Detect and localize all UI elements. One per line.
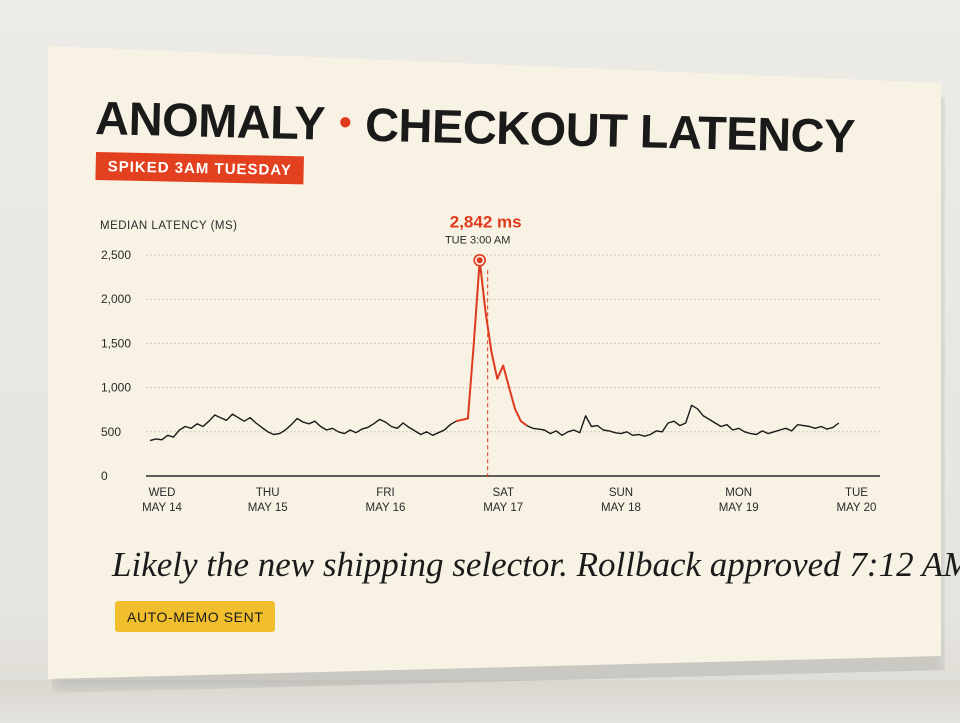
x-tick-day: WED bbox=[149, 487, 176, 499]
y-tick-label: 2,500 bbox=[101, 248, 131, 262]
y-axis-ticks: 0 500 1,000 1,500 2,000 2,500 bbox=[101, 248, 131, 483]
y-tick-label: 500 bbox=[101, 425, 121, 439]
spike-annotation: 2,842 ms TUE 3:00 AM bbox=[445, 212, 522, 477]
chart-series bbox=[149, 259, 840, 442]
y-tick-label: 0 bbox=[101, 469, 108, 483]
x-tick-date: MAY 17 bbox=[483, 502, 523, 514]
x-tick-day: SUN bbox=[609, 487, 633, 499]
x-tick-date: MAY 18 bbox=[601, 502, 641, 514]
memo-tag: AUTO-MEMO SENT bbox=[115, 601, 276, 632]
x-tick-day: THU bbox=[256, 487, 280, 499]
x-tick-day: TUE bbox=[845, 487, 868, 499]
series-line-2 bbox=[455, 259, 528, 427]
x-tick-day: MON bbox=[725, 487, 752, 499]
spike-value-label: 2,842 ms bbox=[450, 212, 522, 231]
x-tick-date: MAY 16 bbox=[366, 502, 406, 514]
x-tick-day: SAT bbox=[492, 487, 514, 499]
x-tick-date: MAY 15 bbox=[248, 502, 288, 514]
y-tick-label: 1,000 bbox=[101, 381, 131, 395]
y-tick-label: 2,000 bbox=[101, 292, 131, 306]
floor bbox=[0, 680, 960, 723]
x-axis-ticks: WED MAY 14 THU MAY 15 FRI MAY 16 SAT MAY 17 SUN M… bbox=[142, 487, 876, 514]
series-line-1 bbox=[149, 413, 457, 442]
x-tick-date: MAY 19 bbox=[719, 502, 759, 514]
x-tick-day: FRI bbox=[376, 487, 395, 499]
memo-text: Likely the new shipping selector. Rollba… bbox=[112, 545, 960, 584]
spike-marker-dot bbox=[476, 257, 483, 264]
x-tick-date: MAY 14 bbox=[142, 502, 182, 514]
y-tick-label: 1,500 bbox=[101, 336, 131, 350]
y-axis-label: MEDIAN LATENCY (MS) bbox=[100, 220, 238, 232]
x-tick-date: MAY 20 bbox=[837, 502, 877, 514]
series-line-3 bbox=[526, 404, 840, 437]
spike-time-label: TUE 3:00 AM bbox=[445, 234, 510, 246]
